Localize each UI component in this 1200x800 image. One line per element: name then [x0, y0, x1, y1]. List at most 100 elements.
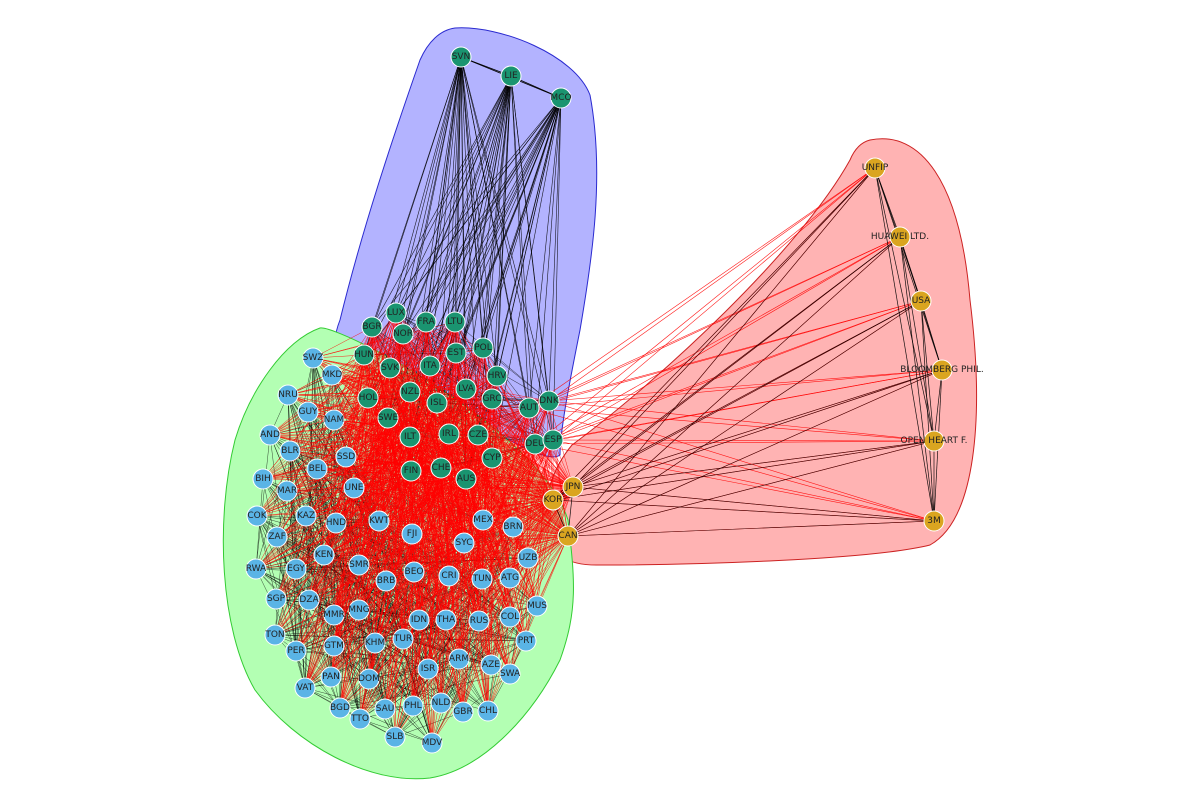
node-rus: RUS: [468, 610, 490, 632]
edge: [448, 433, 574, 488]
node-circle: [864, 157, 886, 179]
node-circle: [923, 510, 945, 532]
node-fra: FRA: [415, 311, 437, 333]
edge: [548, 369, 943, 402]
node-atg: ATG: [499, 567, 521, 589]
node-circle: [438, 565, 460, 587]
edge: [572, 369, 943, 488]
edge: [427, 616, 511, 670]
edge: [445, 619, 527, 642]
node-fin: FIN: [400, 460, 422, 482]
node-lux: LUX: [385, 302, 407, 324]
node-label: ISR: [421, 664, 436, 674]
edge: [345, 456, 569, 537]
edge: [304, 321, 456, 689]
node-est: EST: [445, 342, 467, 364]
edge: [308, 486, 574, 601]
node-can: CAN: [557, 525, 579, 547]
edge: [429, 365, 574, 488]
edge: [534, 167, 876, 445]
node-label: PRT: [518, 636, 535, 646]
edge: [339, 312, 397, 709]
node-label: UNE: [344, 483, 363, 493]
edge: [274, 354, 365, 636]
edge: [440, 467, 460, 660]
node-label: IDN: [411, 615, 427, 625]
edge: [491, 457, 574, 488]
node-circle: [500, 65, 522, 87]
node-beo: BEO: [403, 561, 425, 583]
edge: [454, 321, 527, 642]
edge: [395, 56, 462, 314]
edge: [552, 236, 901, 501]
edge: [339, 486, 574, 709]
edge: [552, 97, 562, 441]
node-label: CRI: [441, 571, 456, 581]
edge: [359, 398, 493, 720]
node-brb: BRB: [375, 570, 397, 592]
edge: [440, 478, 467, 704]
node-usa: USA: [910, 290, 932, 312]
node-hnd: HND: [325, 512, 347, 534]
edge: [448, 433, 569, 537]
node-deu: DEU: [524, 433, 546, 455]
node-label: PER: [287, 646, 304, 656]
node-label: SAU: [376, 704, 395, 714]
node-circle: [277, 384, 299, 406]
node-label: FIN: [404, 466, 419, 476]
node-label: HRV: [488, 371, 508, 381]
node-circle: [426, 392, 448, 414]
node-circle: [455, 378, 477, 400]
node-label: EGY: [287, 564, 305, 574]
edge: [899, 236, 935, 442]
edge: [316, 468, 554, 501]
edge: [534, 440, 935, 445]
edge: [552, 439, 569, 537]
node-circle: [264, 624, 286, 646]
edge: [528, 407, 935, 522]
node-circle: [402, 695, 424, 717]
node-pan: PAN: [320, 666, 342, 688]
edge: [295, 312, 397, 570]
edge: [295, 609, 360, 652]
node-mar: MAR: [276, 480, 298, 502]
node-label: SVK: [381, 363, 400, 373]
node-label: ILT: [404, 432, 416, 442]
node-cok: COK: [246, 505, 268, 527]
node-circle: [450, 46, 472, 68]
node-label: TUR: [393, 634, 412, 644]
edge: [363, 352, 457, 356]
node-label: MEX: [473, 515, 493, 525]
node-cze: CZE: [467, 424, 489, 446]
edge: [874, 167, 935, 442]
edge-layer: [255, 56, 943, 744]
node-pol: POL: [472, 337, 494, 359]
node-circle: [499, 567, 521, 589]
edge: [528, 407, 569, 537]
edge: [255, 434, 271, 570]
edge: [367, 397, 433, 744]
node-tha: THA: [435, 609, 457, 631]
node-circle: [266, 526, 288, 548]
node-label: USA: [912, 296, 931, 306]
node-circle: [361, 316, 383, 338]
node-tun: TUN: [471, 568, 493, 590]
edge: [394, 352, 457, 738]
node-circle: [392, 323, 414, 345]
node-label: MKD: [322, 370, 343, 380]
node-label: SGP: [267, 594, 286, 604]
node-circle: [285, 640, 307, 662]
node-smr: SMR: [348, 554, 370, 576]
node-circle: [481, 447, 503, 469]
node-label: HUAWEI LTD.: [871, 232, 929, 242]
node-label: LTU: [447, 317, 463, 327]
edge: [304, 687, 396, 738]
edge: [358, 609, 433, 744]
node-circle: [910, 290, 932, 312]
edge: [567, 300, 922, 537]
node-blr: BLR: [279, 440, 301, 462]
node-label: DOM: [358, 674, 380, 684]
edge: [269, 354, 365, 436]
edge: [548, 400, 554, 501]
